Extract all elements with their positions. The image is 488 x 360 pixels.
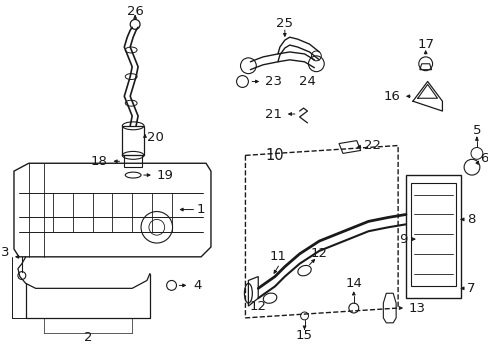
Text: 3: 3	[0, 246, 9, 260]
Bar	[124, 156, 142, 167]
Text: 15: 15	[295, 329, 312, 342]
Text: 20: 20	[146, 131, 163, 144]
Text: 12: 12	[249, 300, 266, 312]
Text: 6: 6	[479, 152, 487, 165]
Text: 16: 16	[383, 90, 399, 103]
Text: 17: 17	[416, 37, 433, 50]
Text: 24: 24	[299, 75, 315, 88]
Text: 4: 4	[193, 279, 201, 292]
Text: 2: 2	[83, 331, 92, 344]
Text: 14: 14	[345, 277, 362, 290]
Text: 19: 19	[157, 168, 173, 181]
Bar	[405, 175, 460, 298]
Text: 22: 22	[363, 139, 380, 152]
Text: 13: 13	[408, 302, 425, 315]
Bar	[410, 183, 455, 286]
Text: 9: 9	[399, 233, 407, 246]
Text: 26: 26	[126, 5, 143, 18]
Bar	[122, 126, 143, 156]
Text: 12: 12	[310, 247, 327, 260]
Text: 11: 11	[269, 250, 286, 263]
Text: 10: 10	[265, 148, 284, 163]
Text: 7: 7	[466, 282, 475, 295]
Text: 8: 8	[466, 213, 474, 226]
Text: 1: 1	[197, 203, 205, 216]
Text: 23: 23	[264, 75, 282, 88]
Text: 5: 5	[472, 124, 480, 137]
Text: 18: 18	[90, 155, 107, 168]
Text: 21: 21	[264, 108, 281, 121]
Text: 25: 25	[276, 17, 293, 30]
